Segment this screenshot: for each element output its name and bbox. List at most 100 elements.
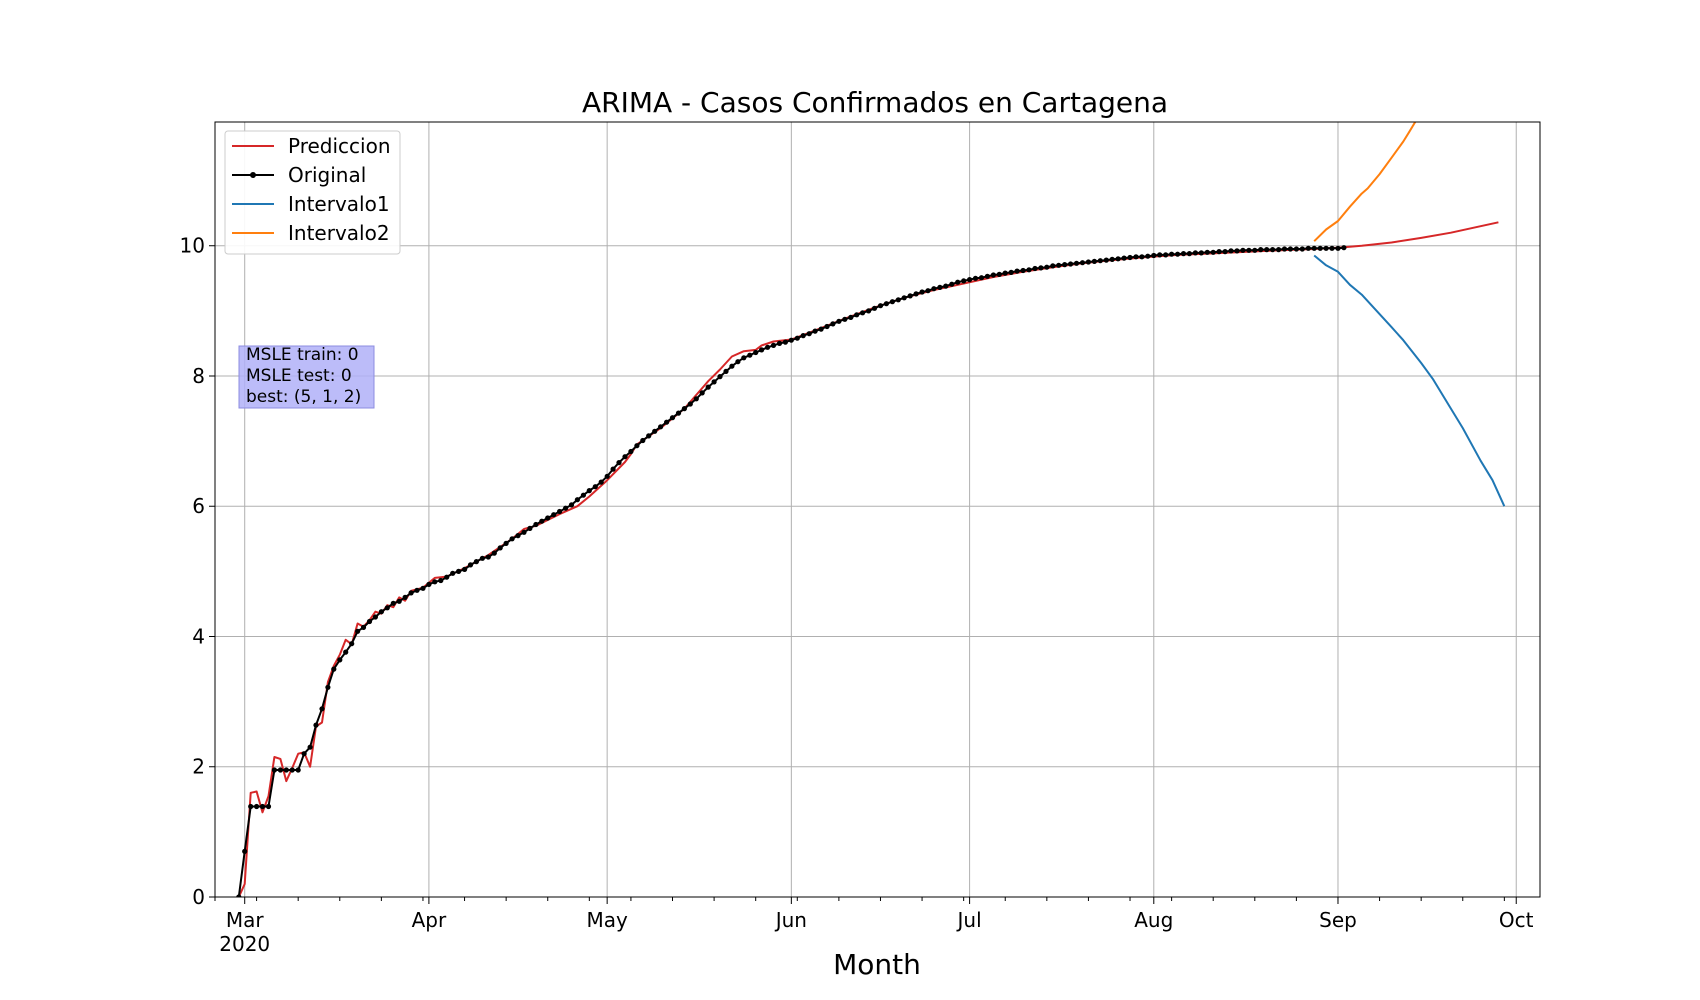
data-point-original bbox=[414, 587, 420, 593]
data-point-original bbox=[319, 706, 325, 712]
data-point-original bbox=[770, 342, 777, 348]
legend-label-intervalo2: Intervalo2 bbox=[288, 221, 390, 245]
data-point-original bbox=[1186, 251, 1192, 257]
data-point-original bbox=[1317, 245, 1323, 251]
data-point-original bbox=[1234, 248, 1240, 254]
data-point-original bbox=[539, 518, 545, 524]
x-tick-label: Jun bbox=[774, 908, 807, 932]
y-tick-label: 10 bbox=[180, 234, 205, 258]
data-point-original bbox=[1062, 262, 1068, 268]
legend: Prediccion Original Intervalo1 Intervalo… bbox=[224, 130, 401, 255]
data-point-original bbox=[693, 396, 699, 402]
chart-title: ARIMA - Casos Confirmados en Cartagena bbox=[582, 86, 1168, 119]
data-point-original bbox=[978, 275, 985, 281]
data-point-original bbox=[467, 562, 474, 568]
data-point-original bbox=[390, 600, 396, 606]
data-point-original bbox=[1264, 247, 1270, 253]
data-point-original bbox=[699, 390, 705, 396]
data-point-original bbox=[378, 609, 384, 615]
metrics-annotation-line: MSLE test: 0 bbox=[246, 366, 352, 386]
data-point-original bbox=[337, 657, 343, 663]
data-point-original bbox=[854, 312, 860, 318]
data-point-original bbox=[640, 437, 646, 444]
data-point-original bbox=[1240, 247, 1246, 253]
data-point-original bbox=[1216, 249, 1222, 255]
data-point-original bbox=[729, 363, 735, 369]
data-point-original bbox=[438, 577, 444, 584]
data-point-original bbox=[717, 374, 723, 380]
data-point-original bbox=[782, 339, 789, 345]
data-point-original bbox=[723, 368, 729, 374]
data-point-original bbox=[1115, 256, 1121, 262]
data-point-original bbox=[895, 297, 901, 303]
data-point-original bbox=[972, 275, 979, 281]
data-point-original bbox=[557, 508, 563, 515]
data-point-original bbox=[307, 744, 313, 750]
data-point-original bbox=[568, 502, 575, 508]
data-point-original bbox=[842, 316, 848, 322]
data-point-original bbox=[384, 605, 390, 611]
data-point-original bbox=[871, 305, 878, 311]
data-point-original bbox=[925, 288, 931, 294]
data-point-original bbox=[313, 722, 319, 728]
data-point-original bbox=[1252, 247, 1258, 253]
data-point-original bbox=[675, 410, 682, 416]
data-point-original bbox=[1311, 245, 1317, 251]
data-point-original bbox=[759, 347, 765, 353]
metrics-annotation-box bbox=[238, 345, 375, 409]
data-point-original bbox=[515, 533, 521, 539]
data-point-original bbox=[1103, 257, 1109, 263]
data-point-original bbox=[1073, 260, 1080, 266]
data-point-original bbox=[604, 473, 610, 479]
data-point-original bbox=[753, 349, 759, 356]
y-tick-label: 4 bbox=[192, 624, 205, 648]
metrics-annotation-line: MSLE train: 0 bbox=[246, 345, 359, 365]
data-point-original bbox=[1091, 258, 1097, 264]
plot-frame bbox=[214, 121, 1541, 898]
data-point-original bbox=[420, 585, 426, 591]
y-tick-label: 8 bbox=[192, 364, 205, 388]
data-point-original bbox=[634, 443, 640, 449]
data-point-original bbox=[254, 803, 260, 810]
data-point-original bbox=[1127, 254, 1133, 261]
data-point-original bbox=[1026, 267, 1032, 273]
data-point-original bbox=[646, 433, 652, 439]
data-point-original bbox=[860, 310, 866, 316]
data-point-original bbox=[574, 497, 581, 503]
data-point-original bbox=[580, 492, 587, 498]
y-tick-label: 0 bbox=[192, 885, 205, 909]
x-tick-sublabel: 2020 bbox=[219, 932, 270, 956]
series-line-intervalo2 bbox=[1313, 122, 1417, 242]
data-point-original bbox=[705, 384, 711, 390]
data-point-original bbox=[1097, 258, 1103, 264]
data-point-original bbox=[1180, 251, 1187, 257]
data-point-original bbox=[610, 466, 616, 472]
data-point-original bbox=[937, 284, 943, 290]
data-point-original bbox=[1198, 250, 1204, 256]
data-point-original bbox=[1335, 245, 1341, 251]
data-point-original bbox=[866, 308, 872, 314]
data-point-original bbox=[616, 460, 622, 466]
data-point-original bbox=[1276, 247, 1282, 253]
legend-box bbox=[224, 130, 401, 255]
x-tick-label: Mar bbox=[226, 908, 265, 932]
data-point-original bbox=[509, 536, 515, 542]
data-point-original bbox=[628, 448, 634, 455]
data-point-original bbox=[1133, 254, 1139, 260]
data-point-original bbox=[396, 598, 402, 604]
metrics-annotation: MSLE train: 0 MSLE test: 0 best: (5, 1, … bbox=[238, 345, 375, 409]
data-point-original bbox=[1163, 252, 1169, 258]
data-point-original bbox=[681, 406, 688, 412]
data-point-original bbox=[586, 488, 592, 494]
legend-marker-original bbox=[250, 172, 256, 178]
data-point-original bbox=[883, 301, 890, 307]
data-point-original bbox=[1281, 246, 1288, 252]
data-point-original bbox=[497, 545, 503, 551]
data-point-original bbox=[462, 566, 468, 573]
data-point-original bbox=[479, 555, 485, 561]
data-point-original bbox=[1341, 245, 1347, 251]
x-axis-label: Month bbox=[833, 948, 921, 981]
data-point-original bbox=[236, 894, 242, 897]
data-point-original bbox=[735, 359, 741, 365]
